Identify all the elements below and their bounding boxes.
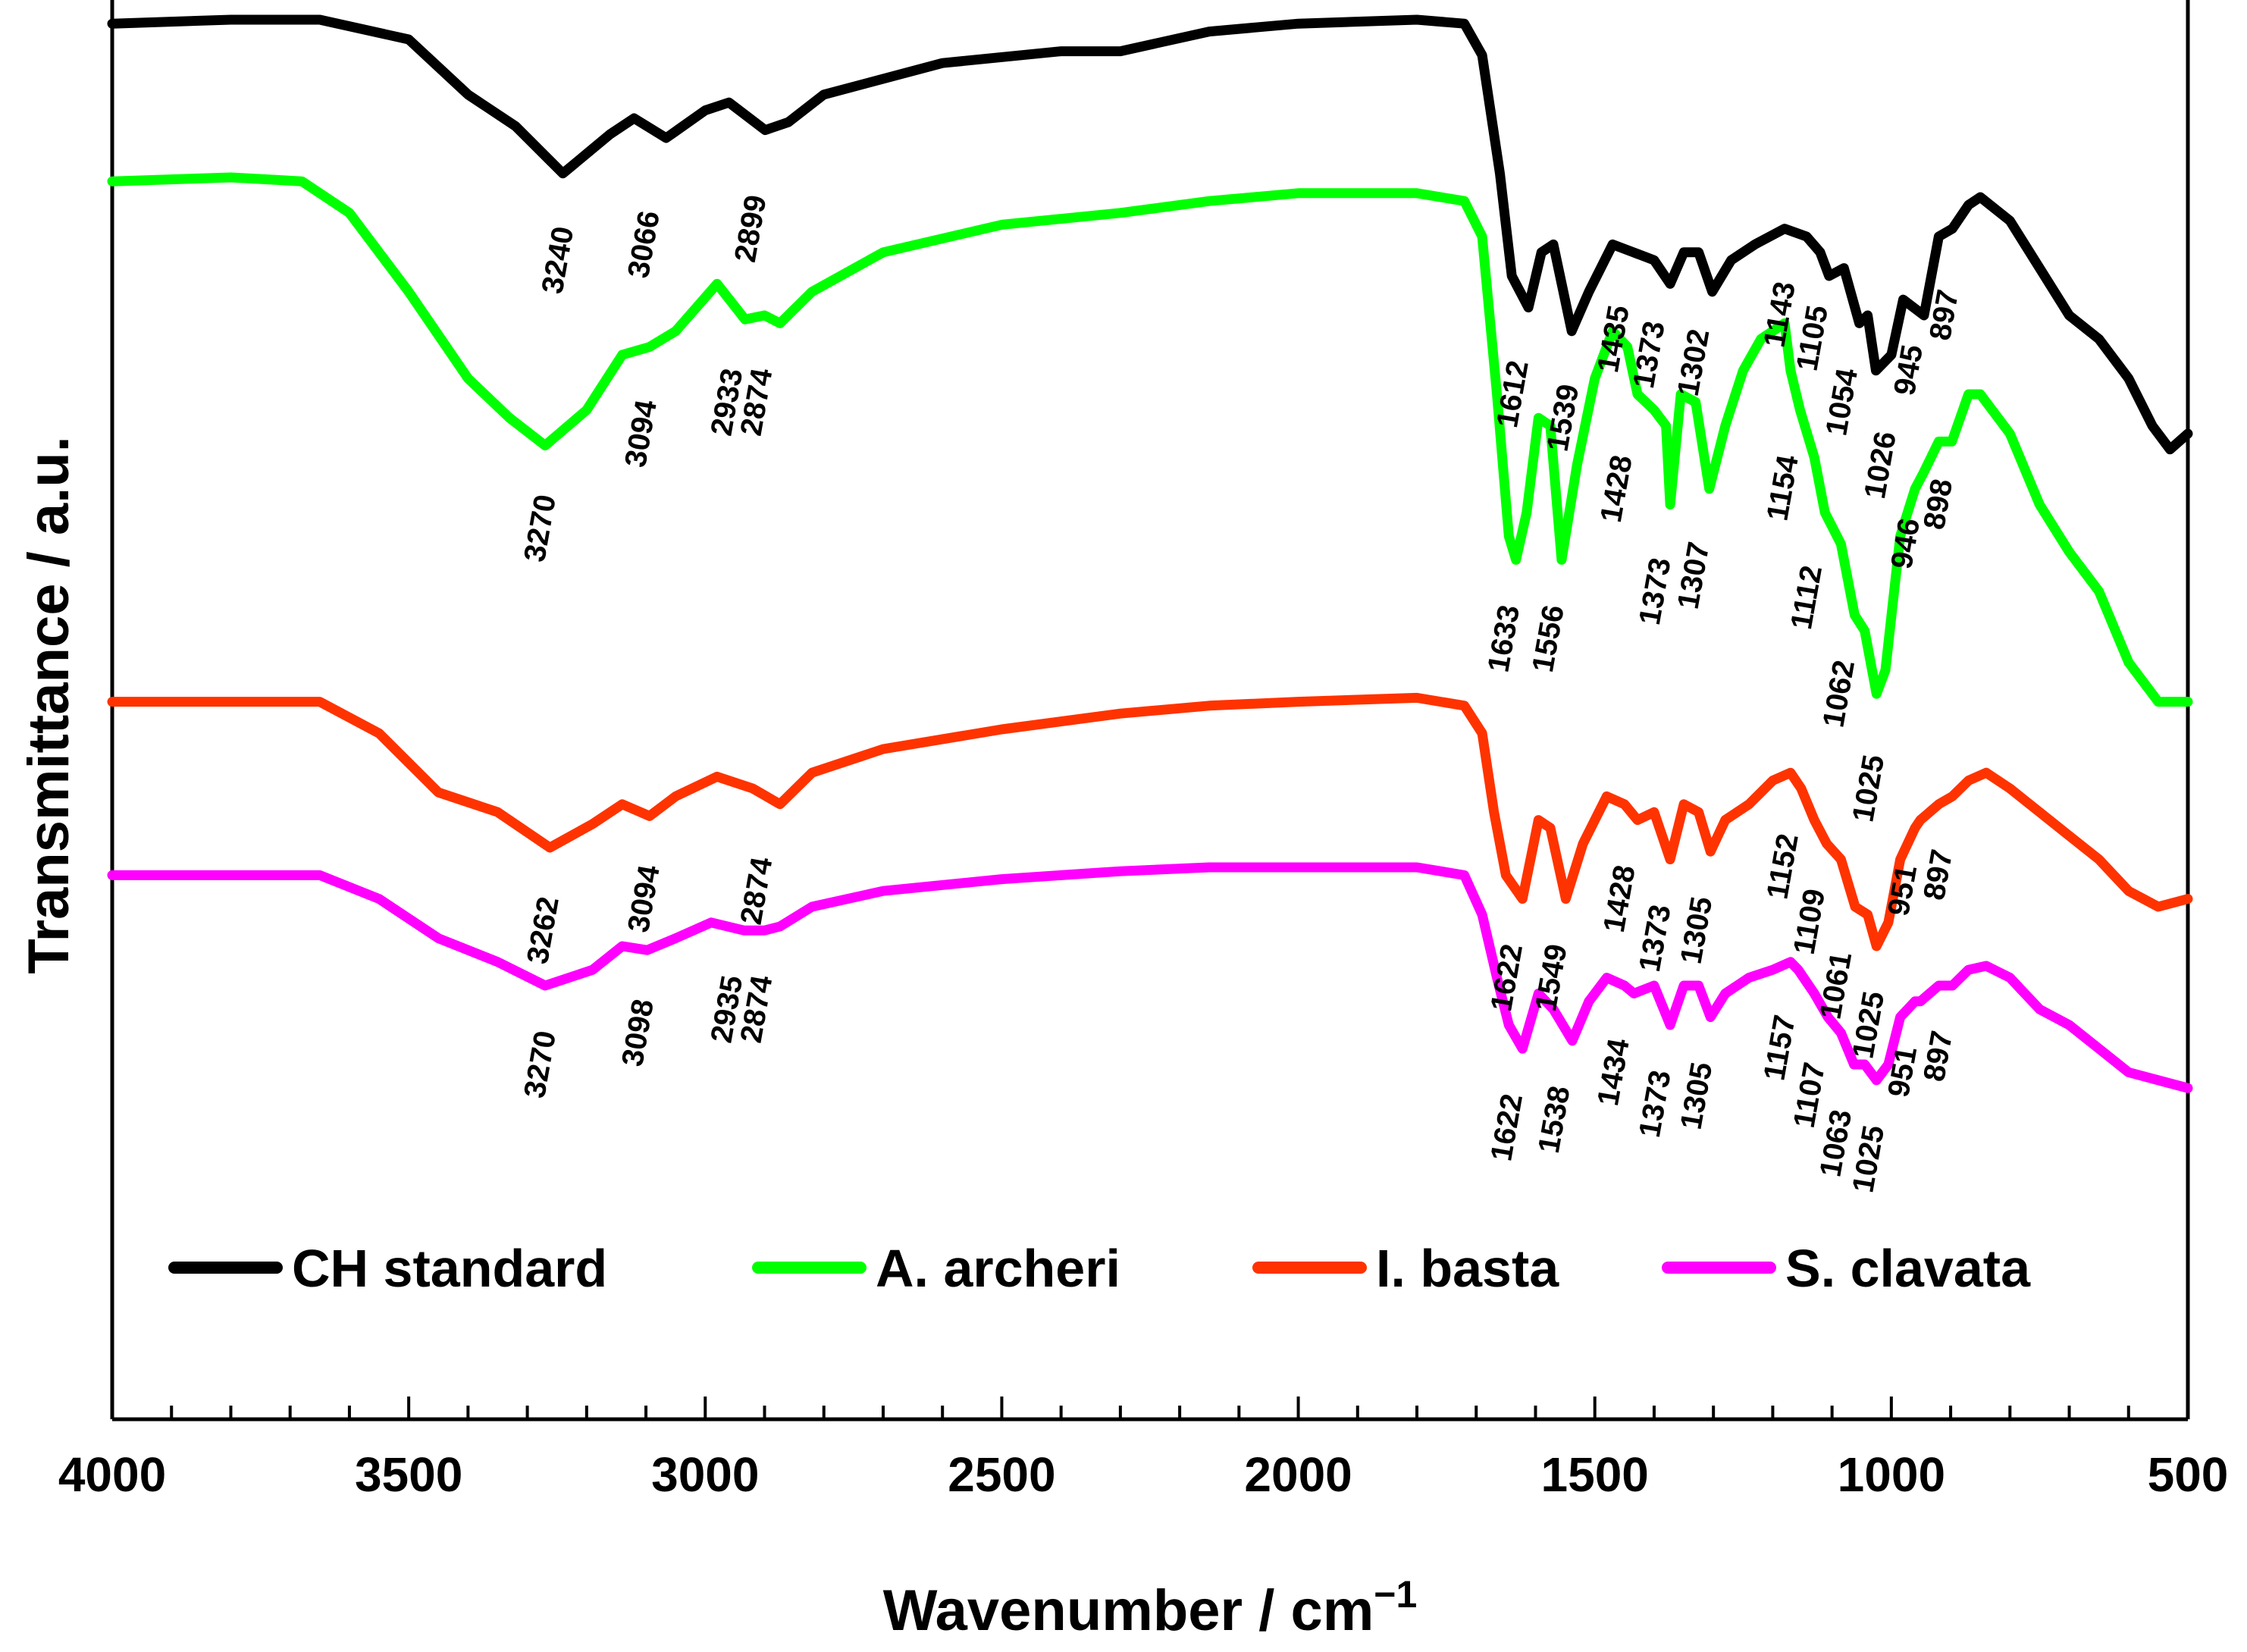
peak-label: 1112 [1785,563,1829,632]
series-line-2 [107,172,2193,707]
peak-label: 3094 [619,397,663,470]
peak-label: 1305 [1675,894,1719,966]
peak-label: 3262 [521,895,566,967]
peak-label: 1373 [1633,555,1678,627]
series-line-1 [107,14,2193,455]
x-tick-label: 500 [2148,1447,2229,1502]
peak-label: 3098 [616,997,660,1069]
peak-label: 3270 [518,492,563,564]
peak-label: 1538 [1532,1083,1577,1155]
peak-label: 1026 [1858,429,1903,501]
peak-label: 897 [1917,847,1959,902]
x-axis-title: Wavenumber / cm−1 [883,1573,1418,1643]
peak-label: 1302 [1672,327,1716,399]
peak-label: 898 [1917,476,1959,531]
y-axis-title: Transmittance / a.u. [17,436,81,974]
peak-label: 1154 [1760,452,1805,523]
peak-label: 1556 [1526,603,1571,675]
x-tick-label: 1500 [1541,1447,1649,1502]
peak-label: 1157 [1757,1012,1801,1083]
x-tick-label: 4000 [58,1447,166,1502]
plot-area [110,0,2190,1422]
peak-label: 3066 [622,208,666,281]
legend: CH standard A. archeri I. basta S. clavata [168,1239,2031,1298]
peak-label: 1549 [1529,942,1574,1014]
peak-label: 951 [1882,863,1923,918]
peak-label: 1428 [1594,453,1639,525]
peak-label: 1025 [1846,752,1891,824]
peak-label: 1434 [1591,1036,1636,1108]
peak-label: 1105 [1791,303,1835,374]
peak-label: 1025 [1846,989,1891,1061]
peak-label: 2899 [729,193,773,265]
x-tick-label: 2500 [948,1447,1055,1502]
peak-label: 3270 [518,1028,563,1100]
peak-label: 1633 [1481,603,1526,675]
peak-label: 1062 [1816,658,1861,730]
peak-label: 1305 [1675,1060,1719,1132]
peak-label: 1061 [1813,949,1858,1021]
peak-label: 1428 [1597,863,1642,935]
peak-label: 1307 [1672,540,1716,612]
x-tick-label: 1000 [1838,1447,1945,1502]
peak-label: 1054 [1819,365,1864,438]
x-tick-label: 3000 [651,1447,759,1502]
peak-label: 3240 [536,224,581,296]
legend-label: A. archeri [876,1239,1120,1298]
series-layer [107,14,2193,1093]
series-line-3 [107,692,2193,951]
legend-label: I. basta [1376,1239,1559,1298]
series-line-4 [107,862,2193,1093]
legend-label: S. clavata [1785,1239,2031,1298]
x-axis-ticks: 4000 3500 3000 2500 2000 1500 1000 500 [58,1397,2229,1502]
peak-label: 1622 [1484,1092,1529,1164]
peak-label: 1373 [1633,1067,1678,1139]
peak-label: 3094 [622,862,666,935]
x-tick-label: 3500 [355,1447,462,1502]
peak-label: 897 [1917,1028,1959,1083]
peak-label: 2874 [735,854,779,927]
peak-label: 1373 [1627,318,1672,390]
peak-label: 1373 [1633,902,1678,974]
x-tick-label: 2000 [1244,1447,1352,1502]
legend-label: CH standard [292,1239,607,1298]
